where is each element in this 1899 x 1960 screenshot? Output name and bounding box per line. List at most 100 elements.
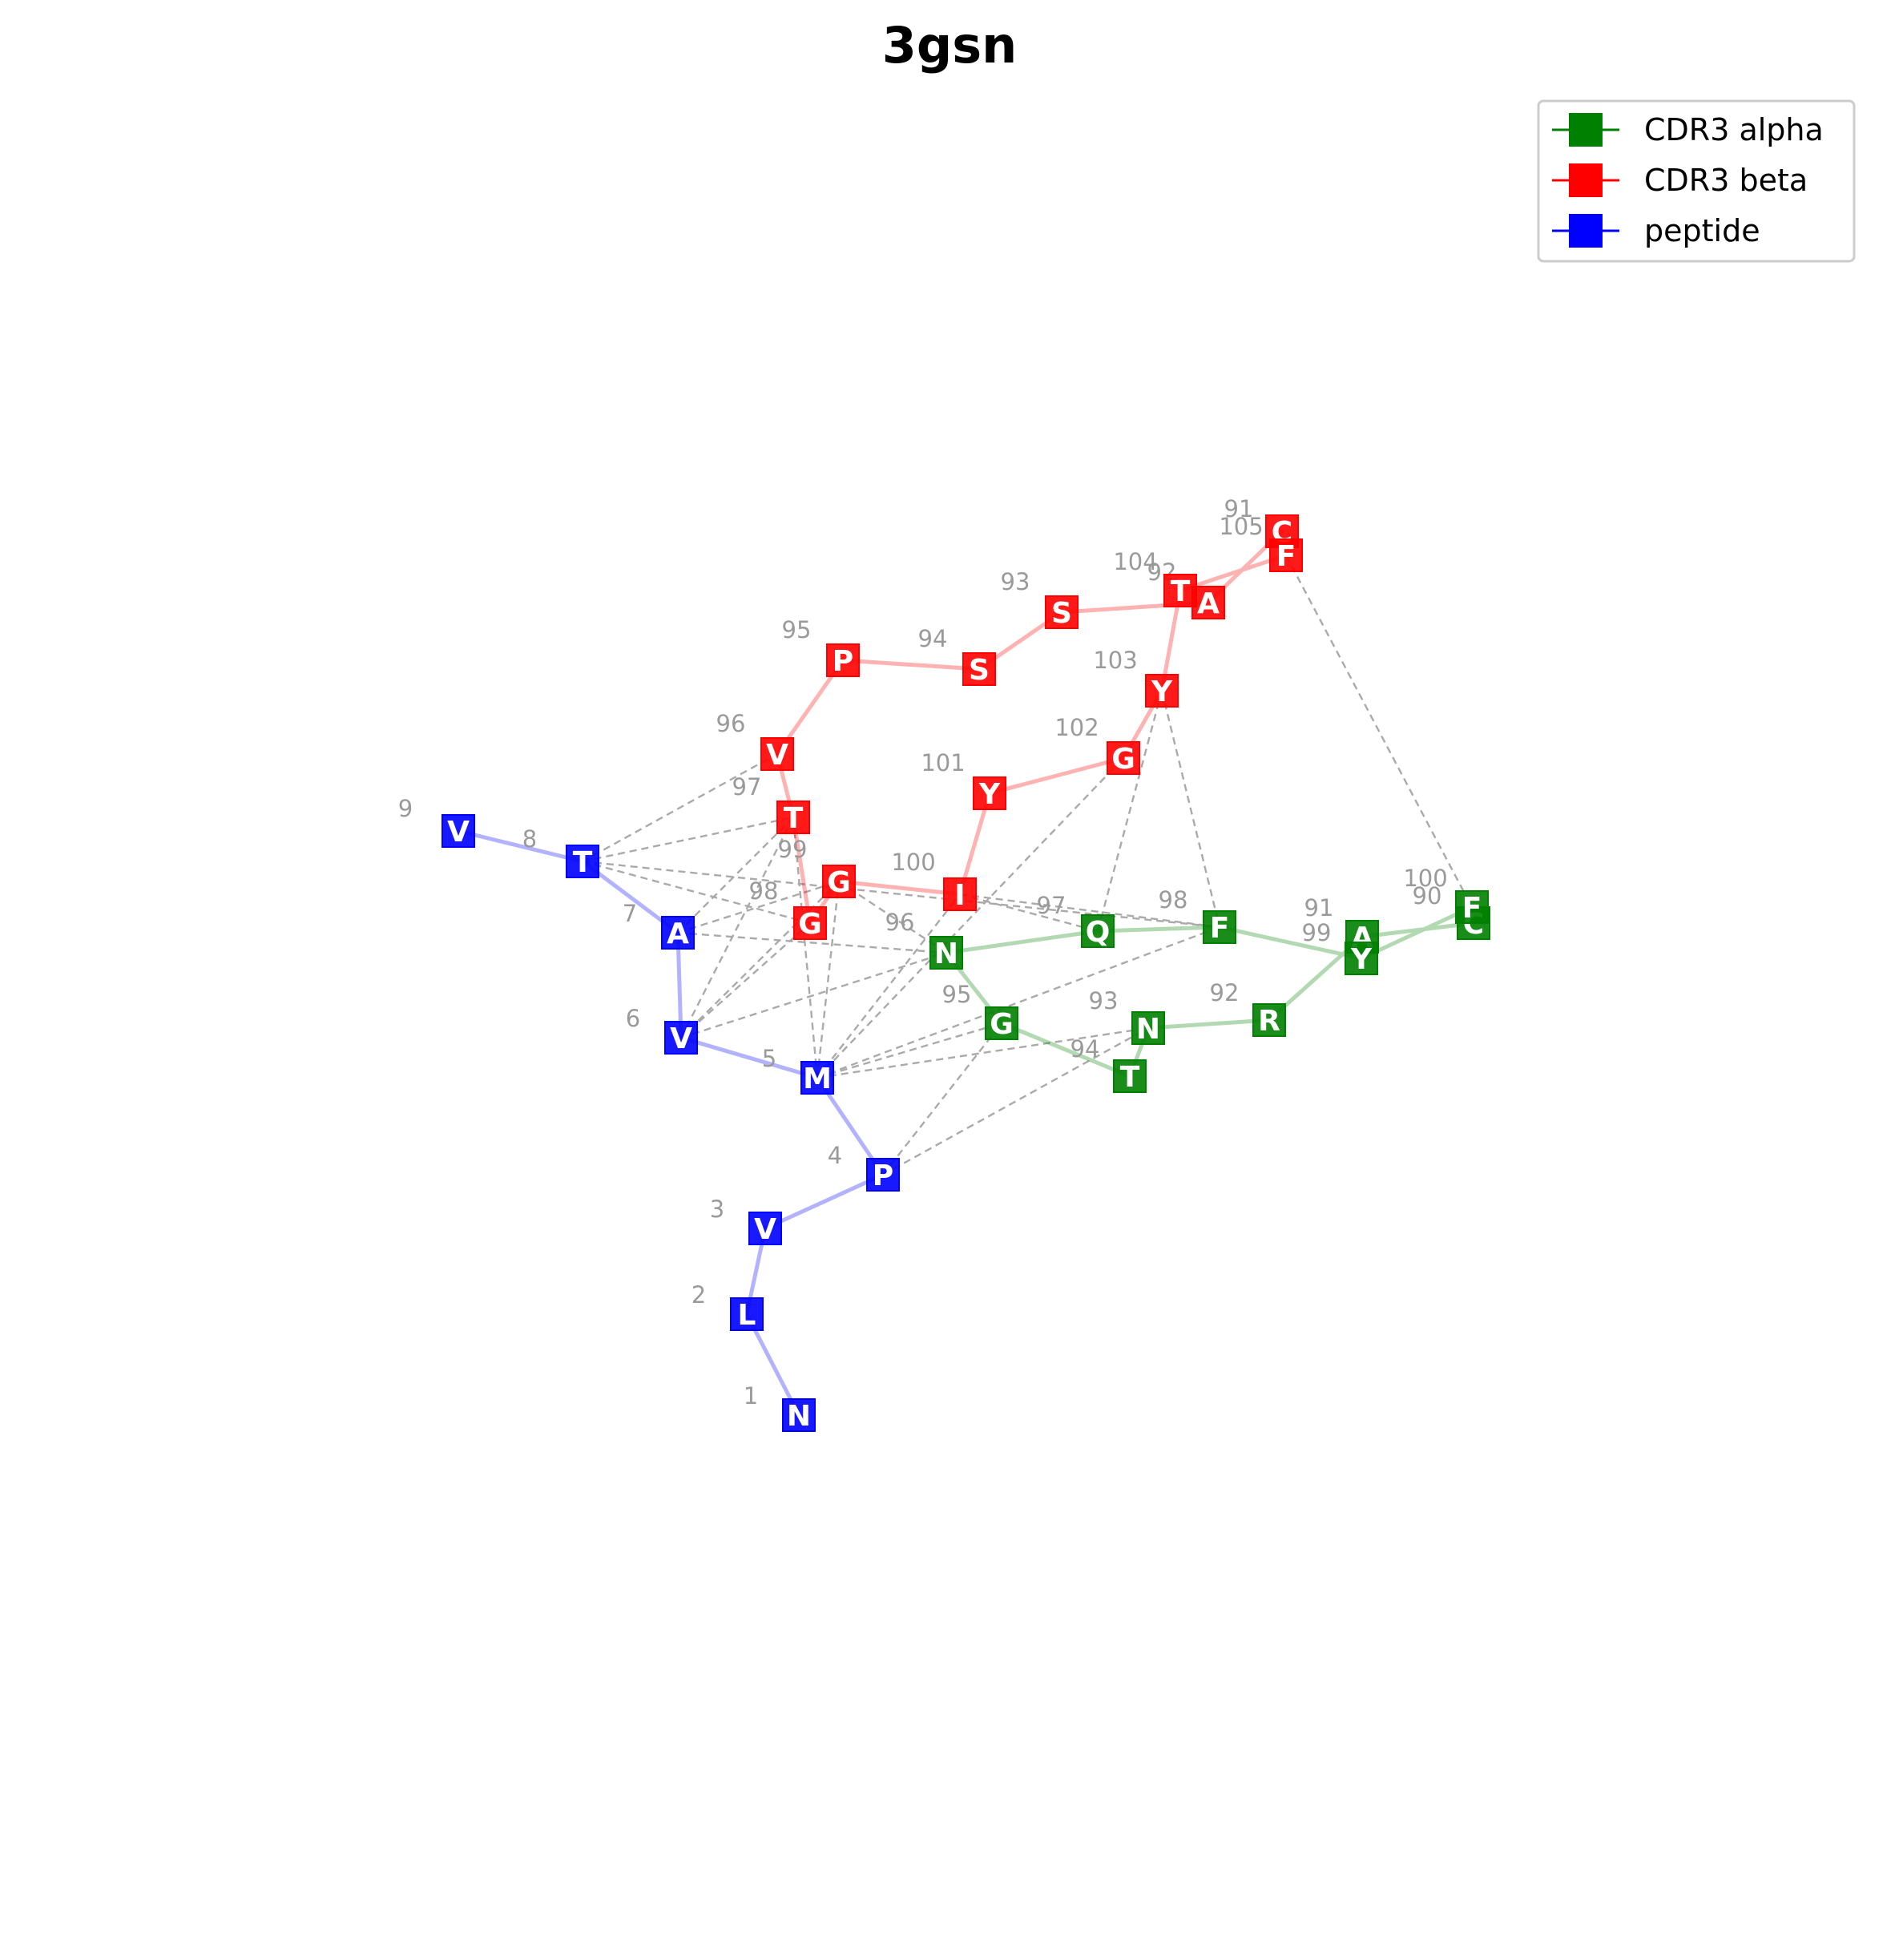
residue-number: 101 [921, 749, 965, 776]
residue-letter: P [833, 645, 853, 678]
residue-box [1191, 586, 1225, 619]
residue-number: 5 [762, 1045, 776, 1072]
contact-line [816, 1022, 1002, 1079]
legend-marker [1569, 214, 1603, 248]
peptide-residue: T8 [522, 825, 599, 879]
beta-residue: P 95 [782, 616, 860, 678]
legend: CDR3 alpha CDR3 beta peptide [1537, 99, 1856, 263]
contact-line [1160, 690, 1221, 928]
contact-line [1096, 690, 1163, 932]
residue-box [566, 845, 599, 878]
contact-line [677, 880, 840, 934]
residue-number: 96 [885, 909, 915, 936]
residue-letter: S [969, 654, 990, 687]
peptide-residue: V9 [398, 795, 475, 849]
residue-letter: G [798, 908, 822, 941]
residue-letter: T [1120, 1061, 1140, 1094]
alpha-residue: N 93 [1089, 987, 1165, 1046]
residue-box [1145, 674, 1179, 708]
alpha-residue: R 92 [1210, 979, 1286, 1038]
beta-residue: F 105 [1219, 513, 1303, 573]
beta-residue: Y 101 [921, 749, 1006, 811]
contact-line [582, 752, 778, 863]
residue-letter: Q [1086, 916, 1111, 949]
residue-box [1045, 595, 1079, 629]
contact-line [816, 757, 1124, 1079]
beta-residue: V 96 [716, 710, 794, 772]
residue-letter: A [667, 917, 689, 950]
residue-box [822, 865, 856, 898]
alpha-residue: G 95 [942, 981, 1018, 1041]
beta-residue: G 98 [749, 877, 827, 941]
contact-line [816, 1026, 1149, 1079]
residue-box [985, 1006, 1018, 1040]
alpha-residue: F 100 [1403, 865, 1489, 925]
peptide-residue: L2 [691, 1281, 764, 1332]
contact-line [959, 893, 1220, 929]
residue-number: 99 [1302, 919, 1332, 946]
residue-box [1269, 538, 1303, 572]
residue-letter: F [1462, 892, 1482, 925]
residue-box [929, 936, 963, 970]
residue-number: 105 [1219, 513, 1263, 540]
legend-marker [1569, 113, 1603, 147]
residue-number: 6 [626, 1005, 640, 1032]
contact-line [882, 1022, 1002, 1176]
alpha-residue: Q 97 [1037, 892, 1115, 949]
contact-line [679, 817, 795, 1038]
residue-number: 99 [778, 836, 808, 863]
figure-title: 3gsn [882, 16, 1018, 75]
residue-number: 100 [891, 849, 935, 876]
residue-letter: Y [978, 778, 1001, 811]
residue-number: 94 [918, 625, 948, 652]
residue-number: 9 [398, 795, 413, 822]
peptide-residue: A7 [623, 900, 695, 950]
residue-box [866, 1158, 900, 1192]
legend-label: CDR3 beta [1644, 163, 1808, 198]
residue-letter: M [803, 1063, 832, 1095]
residue-number: 91 [1224, 495, 1254, 522]
contact-line [677, 817, 794, 934]
residue-box [943, 877, 977, 911]
contact-line [582, 860, 811, 925]
residue-box [748, 1212, 782, 1245]
legend-entry-cdr3-beta: CDR3 beta [1552, 163, 1808, 198]
legend-entry-peptide: peptide [1552, 213, 1760, 248]
residue-box [1081, 914, 1115, 948]
residue-box [782, 1398, 816, 1432]
residue-box [1163, 574, 1197, 607]
residue-letter: G [990, 1008, 1014, 1041]
residue-number: 93 [1001, 568, 1030, 595]
residue-number: 4 [828, 1142, 842, 1169]
contact-line [680, 922, 811, 1038]
residue-letter: L [738, 1299, 756, 1332]
contact-line [677, 931, 947, 954]
residue-letter: V [766, 739, 788, 772]
residue-number: 100 [1403, 865, 1447, 892]
residue-number: 103 [1093, 647, 1137, 674]
beta-residue: G 102 [1054, 714, 1140, 776]
residue-letter: N [1136, 1013, 1160, 1046]
legend-label: peptide [1644, 213, 1760, 248]
residue-box [793, 906, 827, 940]
alpha-residue: N 96 [885, 909, 963, 970]
legend-entry-cdr3-alpha: CDR3 alpha [1552, 112, 1824, 147]
residue-box [1113, 1059, 1147, 1093]
residue-box [962, 652, 996, 686]
residue-letter: V [670, 1022, 692, 1055]
residue-number: 92 [1210, 979, 1240, 1006]
residue-letter: S [1051, 597, 1072, 630]
residue-box [661, 916, 695, 950]
contact-line [680, 951, 947, 1039]
legend-marker [1569, 163, 1603, 197]
residue-letter: N [934, 938, 958, 970]
contact-line [1284, 555, 1474, 908]
residue-number: 91 [1304, 894, 1334, 922]
residue-number: 104 [1113, 548, 1157, 575]
residue-number: 98 [1159, 886, 1188, 913]
residue-box [760, 737, 794, 771]
residue-box [826, 643, 860, 677]
residue-letter: R [1258, 1005, 1280, 1038]
residue-number: 96 [716, 710, 746, 737]
